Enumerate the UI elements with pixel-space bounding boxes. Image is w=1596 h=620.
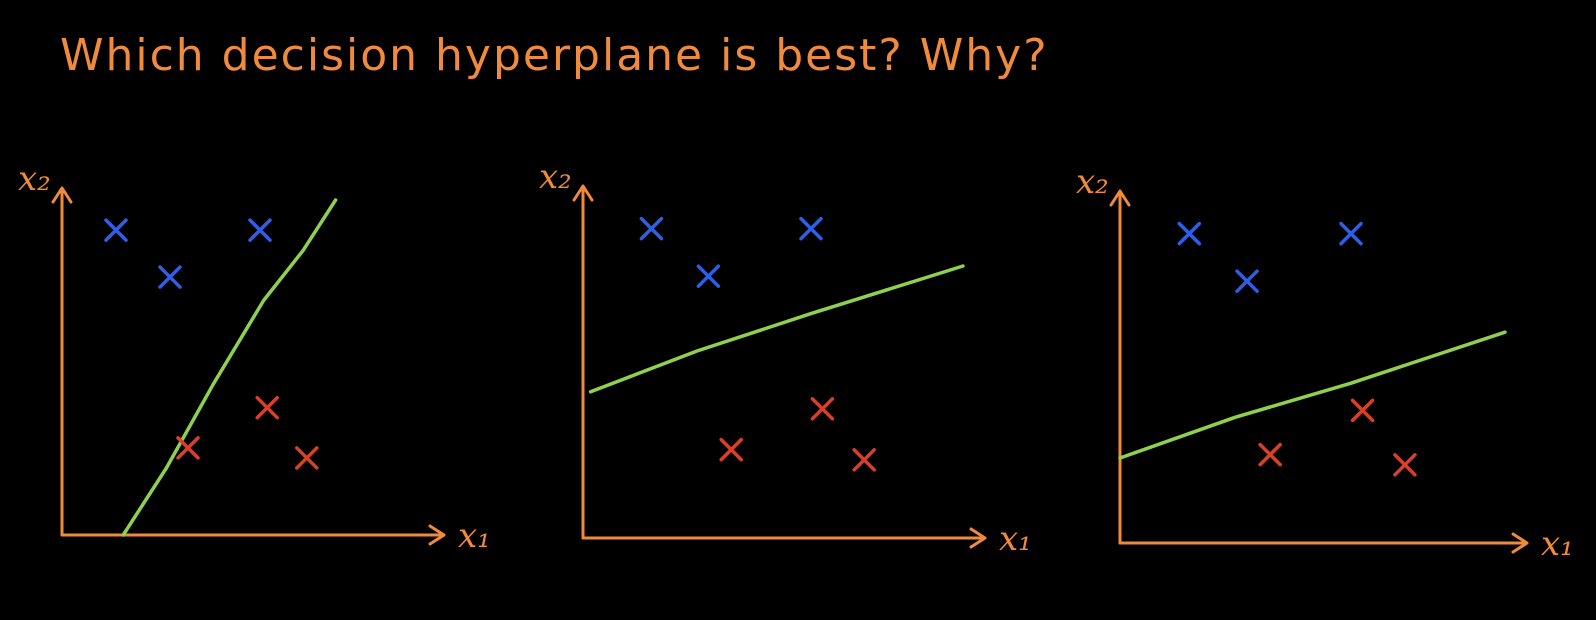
y-axis-arrowhead — [51, 186, 73, 204]
class-b-point — [852, 448, 876, 472]
x-axis-label: x₁ — [999, 519, 1032, 559]
class-b-point — [295, 446, 319, 470]
class-b-point — [255, 395, 279, 420]
class-b-point — [719, 437, 743, 462]
class-a-point — [799, 216, 823, 241]
class-b-point — [1258, 442, 1282, 467]
class-a-point — [1235, 269, 1259, 293]
class-b-point — [1393, 453, 1417, 477]
x-axis-arrowhead — [1511, 532, 1529, 554]
class-b-point — [810, 397, 835, 421]
question-title: Which decision hyperplane is best? Why? — [60, 30, 1049, 81]
class-a-point — [696, 264, 721, 288]
class-a-point — [248, 218, 272, 242]
y-axis-label: x₂ — [18, 159, 51, 199]
class-a-point — [639, 216, 664, 241]
class-a-point — [1177, 221, 1202, 246]
x-axis-label: x₁ — [1541, 524, 1574, 564]
class-b-point — [176, 436, 200, 460]
y-axis-arrowhead — [1109, 189, 1131, 207]
decision-hyperplane — [121, 198, 338, 537]
y-axis-label: x₂ — [539, 157, 572, 197]
decision-hyperplane — [1118, 330, 1507, 460]
y-axis-label: x₂ — [1076, 162, 1109, 202]
class-a-point — [158, 265, 182, 289]
class-a-point — [104, 218, 128, 242]
x-axis-label: x₁ — [458, 516, 491, 556]
decision-hyperplane — [588, 264, 965, 394]
y-axis-arrowhead — [572, 184, 594, 202]
x-axis-arrowhead — [428, 524, 446, 546]
x-axis-arrowhead — [969, 527, 987, 549]
class-b-point — [1350, 398, 1375, 423]
class-a-point — [1339, 221, 1363, 246]
